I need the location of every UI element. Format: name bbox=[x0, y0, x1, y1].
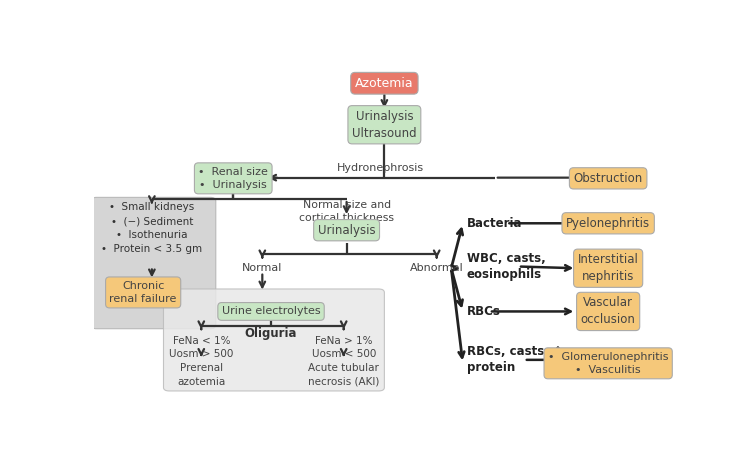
Text: Pyelonephritis: Pyelonephritis bbox=[566, 217, 650, 230]
Text: •  Glomerulonephritis
•  Vasculitis: • Glomerulonephritis • Vasculitis bbox=[548, 352, 668, 375]
Text: •  Renal size
•  Urinalysis: • Renal size • Urinalysis bbox=[198, 167, 268, 190]
Text: Normal: Normal bbox=[242, 263, 283, 273]
Text: WBC, casts,
eosinophils: WBC, casts, eosinophils bbox=[467, 252, 546, 281]
Text: FeNa < 1%
Uosm > 500: FeNa < 1% Uosm > 500 bbox=[169, 336, 233, 359]
Text: Obstruction: Obstruction bbox=[574, 172, 643, 185]
Text: Chronic
renal failure: Chronic renal failure bbox=[110, 281, 177, 304]
Text: Vascular
occlusion: Vascular occlusion bbox=[580, 296, 635, 326]
Text: Acute tubular
necrosis (AKI): Acute tubular necrosis (AKI) bbox=[308, 363, 380, 387]
Text: Prerenal
azotemia: Prerenal azotemia bbox=[177, 363, 226, 387]
FancyBboxPatch shape bbox=[164, 289, 384, 391]
Text: RBCs, casts, ↑
protein: RBCs, casts, ↑ protein bbox=[467, 345, 562, 374]
Text: FeNa > 1%
Uosm < 500: FeNa > 1% Uosm < 500 bbox=[311, 336, 376, 359]
Text: Hydronephrosis: Hydronephrosis bbox=[337, 163, 424, 173]
Text: Normal size and
cortical thickness: Normal size and cortical thickness bbox=[299, 200, 394, 223]
Text: Oliguria: Oliguria bbox=[244, 327, 297, 340]
Text: Urinalysis
Ultrasound: Urinalysis Ultrasound bbox=[352, 110, 417, 140]
Text: •  Small kidneys
•  (−) Sediment
•  Isothenuria
•  Protein < 3.5 gm: • Small kidneys • (−) Sediment • Isothen… bbox=[101, 202, 202, 255]
Text: Interstitial
nephritis: Interstitial nephritis bbox=[578, 253, 638, 283]
Text: Azotemia: Azotemia bbox=[355, 77, 414, 90]
Text: Urinalysis: Urinalysis bbox=[318, 224, 376, 237]
Text: RBCs: RBCs bbox=[467, 305, 501, 318]
Text: Bacteria: Bacteria bbox=[467, 217, 523, 230]
Text: Abnormal: Abnormal bbox=[410, 263, 464, 273]
Text: Urine electrolytes: Urine electrolytes bbox=[222, 307, 320, 317]
FancyBboxPatch shape bbox=[91, 198, 216, 329]
